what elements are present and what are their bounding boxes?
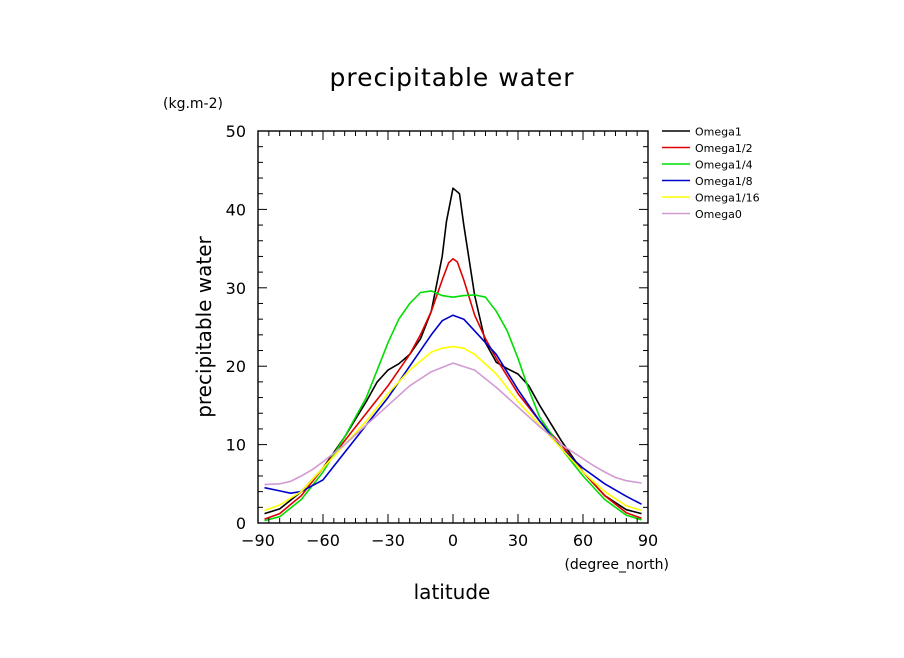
y-tick-label: 40 <box>226 200 246 219</box>
y-tick-label: 30 <box>226 279 246 298</box>
y-tick-label: 20 <box>226 357 246 376</box>
series-line-4 <box>264 345 642 512</box>
legend-item: Omega0 <box>662 208 742 221</box>
x-tick-label: 60 <box>573 531 593 550</box>
legend-label: Omega1/16 <box>695 192 760 205</box>
x-tick-label: 0 <box>448 531 458 550</box>
x-tick-label: 30 <box>508 531 528 550</box>
chart-title: precipitable water <box>330 63 575 92</box>
series-layer <box>264 187 642 522</box>
y-axis-title-group: precipitable water <box>192 235 216 417</box>
ticks-layer: −90 −60 −30 0 30 60 90 0 10 20 30 40 50 <box>226 122 659 550</box>
legend: Omega1 Omega1/2 Omega1/4 Omega1/8 Omega1/16 O… <box>662 126 760 221</box>
legend-label: Omega1/2 <box>695 142 753 155</box>
y-tick-label: 10 <box>226 436 246 455</box>
y-tick-label: 50 <box>226 122 246 141</box>
series-line-2 <box>264 290 642 522</box>
x-tick-label: −60 <box>306 531 340 550</box>
legend-label: Omega1/4 <box>695 159 753 172</box>
legend-label: Omega0 <box>695 208 742 221</box>
x-tick-label: −30 <box>371 531 405 550</box>
x-unit-label: (degree_north) <box>564 557 669 573</box>
legend-item: Omega1/4 <box>662 159 753 172</box>
series-line-0 <box>264 187 642 515</box>
legend-item: Omega1/16 <box>662 192 760 205</box>
y-unit-label: (kg.m-2) <box>163 96 223 112</box>
x-axis-title: latitude <box>414 580 491 604</box>
y-tick-label: 0 <box>236 514 246 533</box>
legend-label: Omega1/8 <box>695 175 753 188</box>
y-axis-title: precipitable water <box>192 235 216 417</box>
legend-item: Omega1 <box>662 126 742 139</box>
legend-item: Omega1/8 <box>662 175 753 188</box>
plot-frame <box>257 130 649 524</box>
series-line-3 <box>264 314 642 505</box>
series-line-5 <box>264 362 642 486</box>
legend-item: Omega1/2 <box>662 142 753 155</box>
legend-label: Omega1 <box>695 126 742 139</box>
x-tick-label: 90 <box>638 531 658 550</box>
x-tick-label: −90 <box>241 531 275 550</box>
